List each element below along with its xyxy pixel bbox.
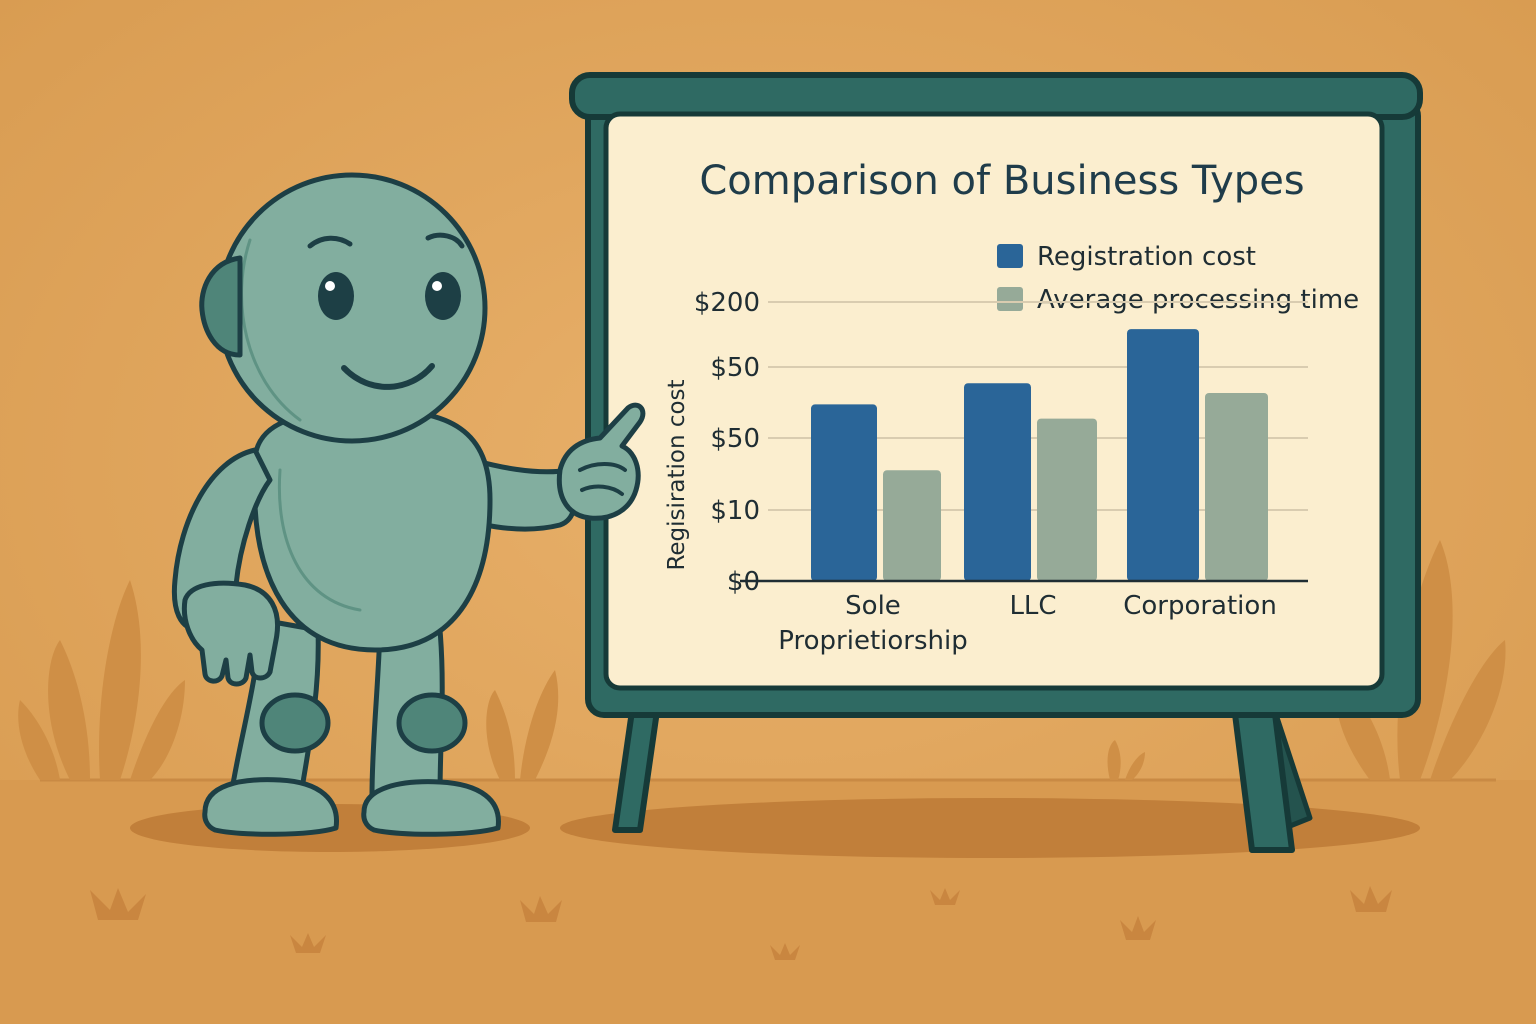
easel-shadow xyxy=(560,798,1420,858)
x-tick-label: Corporation xyxy=(1123,591,1277,621)
x-tick-label: Sole xyxy=(845,591,901,621)
plant-decoration-left-icon xyxy=(18,580,185,780)
chart-title: Comparison of Business Types xyxy=(699,158,1304,204)
x-tick-label: LLC xyxy=(1009,591,1056,621)
x-axis-labels: Sole Proprietiorship LLC Corporation xyxy=(778,591,1277,656)
x-tick-label: Proprietiorship xyxy=(778,626,967,656)
y-tick-label: $200 xyxy=(694,288,760,318)
y-axis-label: Regisiration cost xyxy=(664,379,690,570)
y-axis-ticks: $0$10$50$50$200 xyxy=(694,288,760,597)
bar-average-processing-time xyxy=(1037,418,1097,581)
bar-registration-cost xyxy=(811,404,877,581)
legend-label: Registration cost xyxy=(1037,242,1256,272)
robot-eye-right xyxy=(425,272,461,320)
plant-decoration-center-icon xyxy=(486,670,559,780)
grass-tufts xyxy=(90,886,1392,960)
legend-swatch xyxy=(997,244,1023,268)
legend-label: Average processing time xyxy=(1037,285,1359,315)
robot-mascot-icon xyxy=(171,172,646,837)
bar-chart: Comparison of Business Types Registratio… xyxy=(664,158,1359,656)
robot-eye-left xyxy=(318,272,354,320)
knee-left xyxy=(259,692,331,754)
chart-legend: Registration cost Average processing time xyxy=(997,242,1359,315)
bar-registration-cost xyxy=(964,383,1031,581)
y-tick-label: $10 xyxy=(710,496,760,526)
y-tick-label: $50 xyxy=(710,353,760,383)
bar-average-processing-time xyxy=(883,470,941,581)
legend-swatch xyxy=(997,287,1023,311)
knee-right xyxy=(396,692,468,754)
bar-average-processing-time xyxy=(1205,392,1268,581)
y-tick-label: $50 xyxy=(710,424,760,454)
bar-registration-cost xyxy=(1127,329,1199,581)
bar-group xyxy=(811,329,1268,581)
